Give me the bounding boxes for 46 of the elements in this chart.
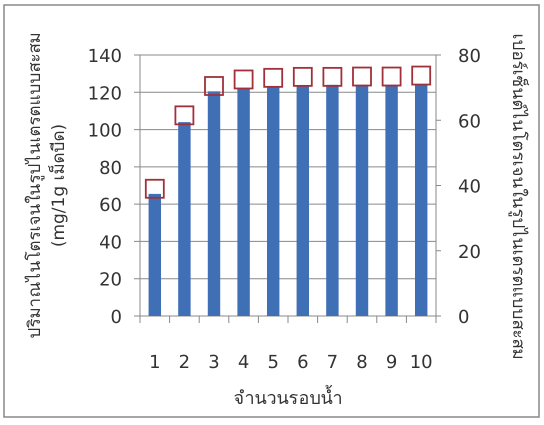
y2-tick-label: 80 — [458, 46, 481, 67]
y-axis-title: ปริมาณไนโตรเจนในรูปไนเตรตแบบสะสม (mg/1g เม็ดบีด) — [24, 32, 69, 338]
y-tick-label: 60 — [99, 195, 122, 216]
y-tick-label: 0 — [110, 307, 122, 328]
y-tick-label: 40 — [99, 232, 122, 254]
x-tick-label: 4 — [238, 352, 250, 373]
x-axis-title: จำนวนรอบน้ำ — [234, 385, 342, 409]
bar — [208, 91, 220, 316]
y2-tick-label: 0 — [458, 307, 470, 328]
x-tick-label: 1 — [149, 352, 161, 373]
point — [204, 76, 224, 96]
point — [174, 105, 194, 126]
y-tick-label: 100 — [88, 120, 122, 142]
point — [411, 66, 432, 86]
point — [263, 68, 284, 88]
x-tick-label: 7 — [326, 352, 338, 373]
bar — [326, 84, 339, 316]
point — [234, 70, 254, 90]
x-tick-label: 5 — [267, 352, 279, 373]
x-tick-label: 9 — [386, 352, 398, 373]
y-tick-label: 120 — [88, 83, 122, 104]
bar — [178, 122, 191, 316]
y2-axis-title: เปอร์เซ็นต์ไนโตรเจนในรูปไนเตรตแบบสะสม — [508, 34, 530, 360]
bar — [148, 194, 162, 316]
point — [352, 66, 372, 86]
x-tick-label: 10 — [410, 352, 433, 373]
point — [292, 66, 313, 87]
x-tick-label: 8 — [356, 352, 368, 373]
bar — [266, 86, 280, 316]
y2-tick-label: 40 — [458, 176, 481, 198]
y-tick-label: 80 — [99, 158, 122, 179]
y2-tick-label: 60 — [458, 111, 481, 132]
point — [144, 178, 165, 199]
bar — [237, 88, 250, 316]
point — [382, 66, 402, 86]
y-tick-label: 140 — [88, 46, 122, 67]
x-tick-label: 6 — [297, 352, 309, 373]
bar — [356, 84, 368, 316]
point — [322, 66, 342, 87]
x-tick-label: 2 — [178, 352, 190, 373]
x-tick-label: 3 — [208, 352, 220, 373]
y-tick-label: 20 — [99, 270, 122, 291]
bar — [385, 84, 398, 316]
bar — [414, 84, 428, 316]
y2-tick-label: 20 — [458, 242, 481, 263]
bar — [296, 86, 310, 316]
